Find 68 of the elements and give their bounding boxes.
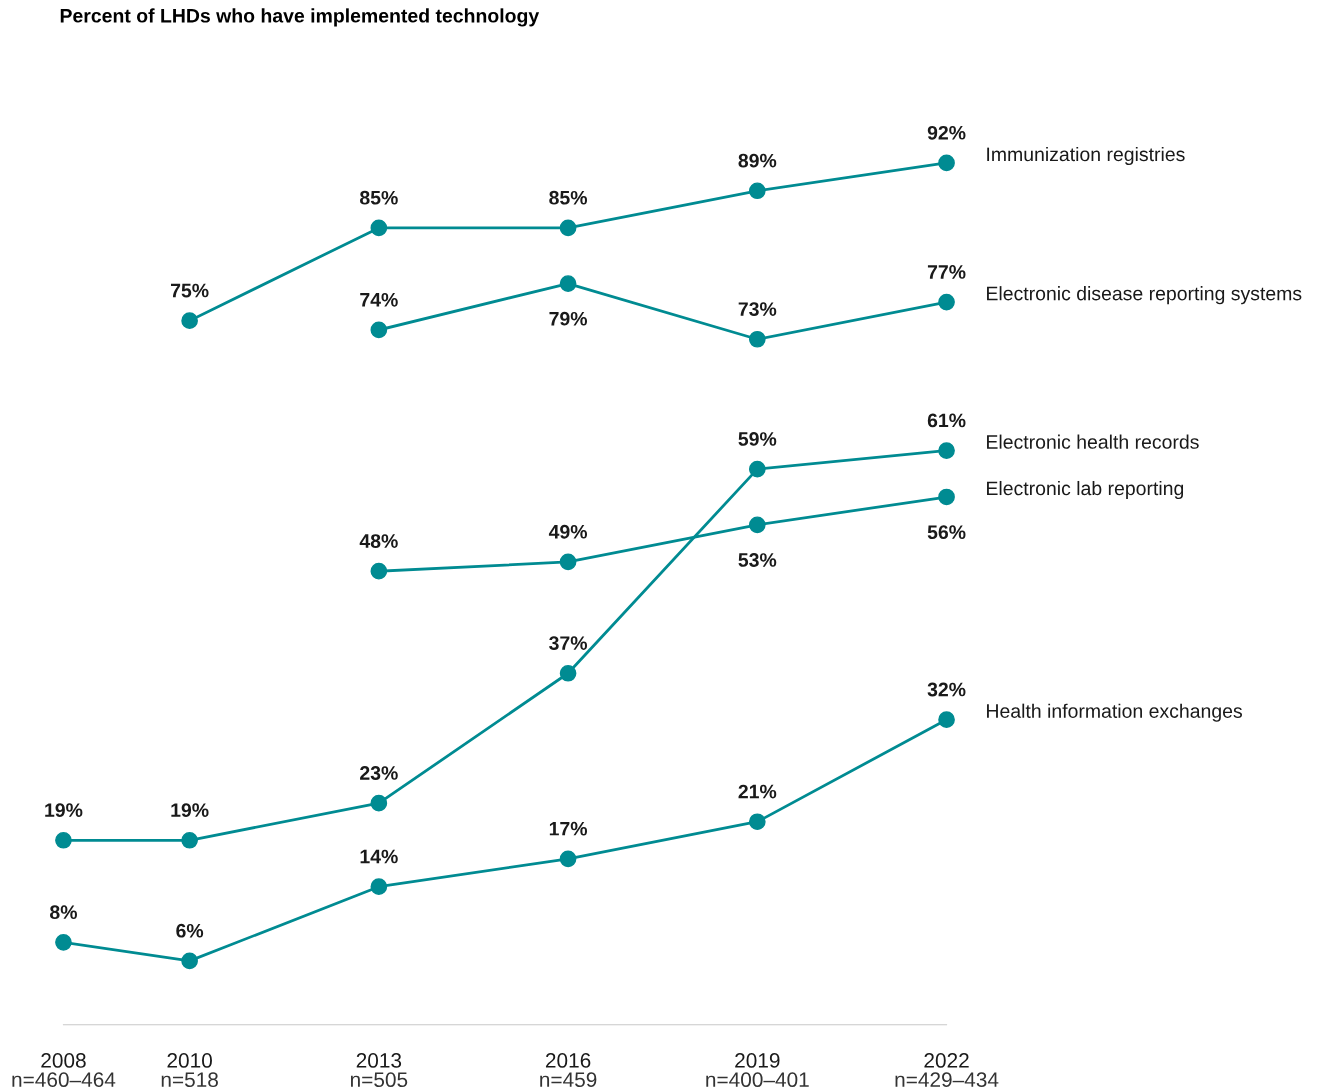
- point: [370, 219, 388, 237]
- data-label: 56%: [927, 525, 966, 540]
- text: n=505: [350, 1072, 408, 1088]
- x-tick-label: 2016: [545, 1053, 591, 1068]
- data-label: 48%: [359, 534, 398, 548]
- x-tick-label: 2019: [735, 1053, 780, 1068]
- data-label: 32%: [927, 682, 966, 697]
- data-label: 19%: [45, 803, 83, 817]
- point: [559, 219, 577, 237]
- data-label: 85%: [360, 190, 398, 205]
- data-label: 21%: [738, 784, 777, 799]
- point: [181, 831, 198, 849]
- x-tick-label: 2022: [924, 1053, 969, 1068]
- data-label: 49%: [548, 524, 588, 539]
- text: n=460–464: [12, 1072, 116, 1088]
- chart-title: Percent of LHDs who have implemented technology: [60, 8, 540, 27]
- point: [181, 312, 198, 330]
- series-label: Electronic disease reporting systems: [987, 286, 1302, 305]
- data-label: 23%: [360, 766, 398, 780]
- point: [370, 562, 388, 580]
- x-tick-label: 2013: [356, 1053, 402, 1068]
- point: [938, 442, 955, 459]
- data-label: 6%: [176, 923, 204, 938]
- point: [748, 516, 766, 534]
- point: [559, 850, 577, 868]
- point: [55, 831, 72, 849]
- point: [748, 182, 766, 200]
- data-label: 89%: [738, 153, 777, 168]
- point: [748, 460, 766, 478]
- data-label: 73%: [738, 302, 777, 316]
- text: n=429–434: [895, 1072, 999, 1088]
- series-label: Immunization registries: [987, 146, 1185, 166]
- point: [748, 813, 766, 831]
- text: n=400–401: [706, 1072, 809, 1088]
- point: [938, 711, 955, 728]
- data-label: 79%: [549, 311, 588, 326]
- data-label: 92%: [927, 125, 966, 140]
- series-label: Electronic lab reporting: [987, 480, 1184, 500]
- point: [559, 275, 577, 292]
- data-label: 85%: [549, 190, 588, 205]
- data-label: 59%: [738, 432, 777, 446]
- x-tick-label: 2008: [41, 1053, 86, 1068]
- point: [748, 330, 766, 348]
- text: n=459: [540, 1072, 597, 1088]
- data-label: 74%: [360, 292, 398, 307]
- series-label: Electronic health records: [987, 434, 1199, 449]
- point: [559, 664, 577, 682]
- x-tick-label: 2010: [167, 1053, 212, 1068]
- point: [938, 293, 955, 311]
- point: [938, 154, 955, 172]
- data-label: 53%: [738, 553, 777, 567]
- point: [559, 553, 577, 571]
- data-label: 37%: [549, 636, 588, 651]
- point: [938, 488, 955, 506]
- point: [370, 878, 388, 896]
- data-label: 14%: [360, 849, 398, 864]
- data-label: 8%: [50, 905, 77, 920]
- data-label: 17%: [549, 821, 588, 836]
- data-label: 75%: [170, 283, 209, 298]
- point: [370, 794, 388, 812]
- text: n=518: [161, 1072, 218, 1088]
- point: [370, 321, 388, 339]
- point: [55, 934, 72, 951]
- series-label: Health information exchanges: [987, 703, 1242, 722]
- point: [181, 952, 198, 970]
- data-label: 77%: [927, 265, 966, 279]
- data-label: 19%: [171, 803, 209, 817]
- data-label: 61%: [927, 413, 966, 428]
